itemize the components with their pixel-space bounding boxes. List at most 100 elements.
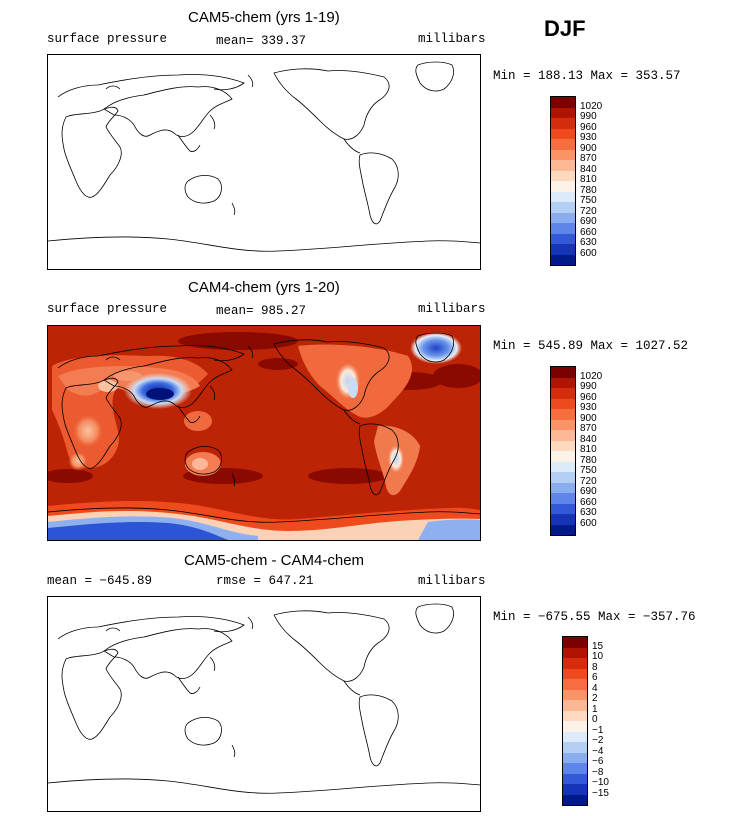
coastline (273, 610, 390, 682)
coastline (209, 385, 216, 401)
colorbar-level-label: 660 (580, 496, 597, 508)
coastline (103, 628, 233, 679)
colorbar-level-label: 750 (580, 195, 597, 206)
colorbar-level-label: 870 (580, 153, 597, 164)
colorbar-level-label: 840 (580, 433, 597, 445)
colorbar-level-label: 900 (580, 142, 597, 154)
colorbar-level-label: −4 (592, 745, 604, 757)
coastline (48, 507, 480, 523)
panel-2-title: CAM4-chem (yrs 1-20) (188, 279, 340, 296)
coastline (247, 74, 254, 88)
colorbar-level-label: 960 (580, 391, 597, 403)
colorbar-swatch (551, 139, 575, 150)
coastline (184, 175, 222, 204)
colorbar-level-label: 720 (580, 205, 597, 217)
coastline (209, 656, 216, 672)
colorbar-swatch (563, 752, 587, 763)
colorbar-swatch (563, 784, 587, 795)
coastline (231, 202, 236, 216)
panel-2-filled-contours (48, 326, 480, 540)
colorbar-swatch (551, 160, 575, 171)
colorbar-level-label: 630 (580, 237, 597, 248)
coastline (343, 138, 361, 154)
colorbar-level-label: 780 (580, 184, 597, 196)
coastline (231, 744, 236, 758)
colorbar-level-label: −1 (592, 724, 604, 736)
colorbar-level-label: 810 (580, 174, 597, 185)
colorbar-level-label: 1 (592, 703, 598, 715)
colorbar-level-label: 600 (580, 247, 597, 259)
coastline (48, 778, 480, 794)
colorbar-swatch (551, 244, 575, 255)
colorbar-swatch (563, 742, 587, 753)
coastline (57, 74, 245, 98)
colorbar-level-label: 6 (592, 672, 598, 683)
season-label: DJF (544, 16, 586, 41)
colorbar-swatch (551, 254, 575, 265)
colorbar-level-label: 1020 (580, 370, 603, 382)
colorbar-level-label: 660 (580, 226, 597, 238)
colorbar-swatch (563, 763, 587, 774)
colorbar-swatch (563, 637, 587, 648)
colorbar-swatch (551, 367, 575, 378)
panel-3-coastlines (48, 603, 480, 794)
coastline (61, 648, 122, 740)
colorbar-level-label: 690 (580, 486, 597, 497)
panel-2-mean-label: mean= 985.27 (216, 304, 307, 318)
colorbar-level-label: 930 (580, 402, 597, 413)
colorbar-swatch (551, 97, 575, 108)
colorbar-swatch (551, 409, 575, 420)
colorbar-level-label: 2 (592, 693, 598, 704)
colorbar-level-label: −15 (592, 787, 609, 799)
coastline (177, 405, 201, 423)
colorbar-swatch (551, 503, 575, 514)
coastline (231, 473, 236, 487)
colorbar-level-label: −8 (592, 766, 604, 778)
colorbar-swatch (551, 514, 575, 525)
colorbar-level-label: 840 (580, 163, 597, 175)
colorbar-level-label: 990 (580, 381, 597, 392)
colorbar-swatch (563, 721, 587, 732)
colorbar-swatch (551, 419, 575, 430)
colorbar-swatch (551, 440, 575, 451)
colorbar-level-label: 0 (592, 714, 598, 725)
coastline (415, 61, 454, 92)
coastline (177, 134, 201, 152)
coastline (103, 357, 233, 408)
panel-3-mean-label: mean = −645.89 (47, 574, 153, 588)
colorbar-level-label: 900 (580, 412, 597, 424)
coastline (358, 694, 399, 767)
colorbar-swatch (551, 451, 575, 462)
colorbar-level-label: 4 (592, 682, 598, 694)
colorbar-swatch (551, 118, 575, 129)
coastline (247, 616, 254, 630)
coastline (415, 603, 454, 634)
colorbar-swatch (551, 212, 575, 223)
colorbar-swatch (551, 461, 575, 472)
colorbar-level-label: 750 (580, 465, 597, 476)
panel-3-rmse-label: rmse = 647.21 (216, 574, 314, 588)
colorbar-swatch (551, 107, 575, 118)
colorbar-level-label: 990 (580, 111, 597, 122)
coastline (415, 332, 454, 363)
panel-2-colorbar (550, 366, 576, 536)
colorbar-level-label: 870 (580, 423, 597, 434)
coastline (343, 409, 361, 425)
panel-2-units-label: millibars (418, 302, 486, 316)
coastline (177, 676, 201, 694)
colorbar-level-label: 690 (580, 216, 597, 227)
colorbar-swatch (563, 689, 587, 700)
panel-2-map (47, 325, 481, 541)
panel-3-colorbar (562, 636, 588, 806)
colorbar-swatch (551, 202, 575, 213)
colorbar-level-label: 8 (592, 661, 598, 673)
coastline (103, 86, 233, 137)
colorbar-swatch (563, 647, 587, 658)
colorbar-swatch (551, 191, 575, 202)
colorbar-level-label: 1020 (580, 100, 603, 112)
panel-3-map (47, 596, 481, 812)
coastline (105, 627, 121, 632)
colorbar-swatch (563, 794, 587, 805)
panel-3-title: CAM5-chem - CAM4-chem (184, 552, 365, 569)
coastline (61, 377, 122, 469)
